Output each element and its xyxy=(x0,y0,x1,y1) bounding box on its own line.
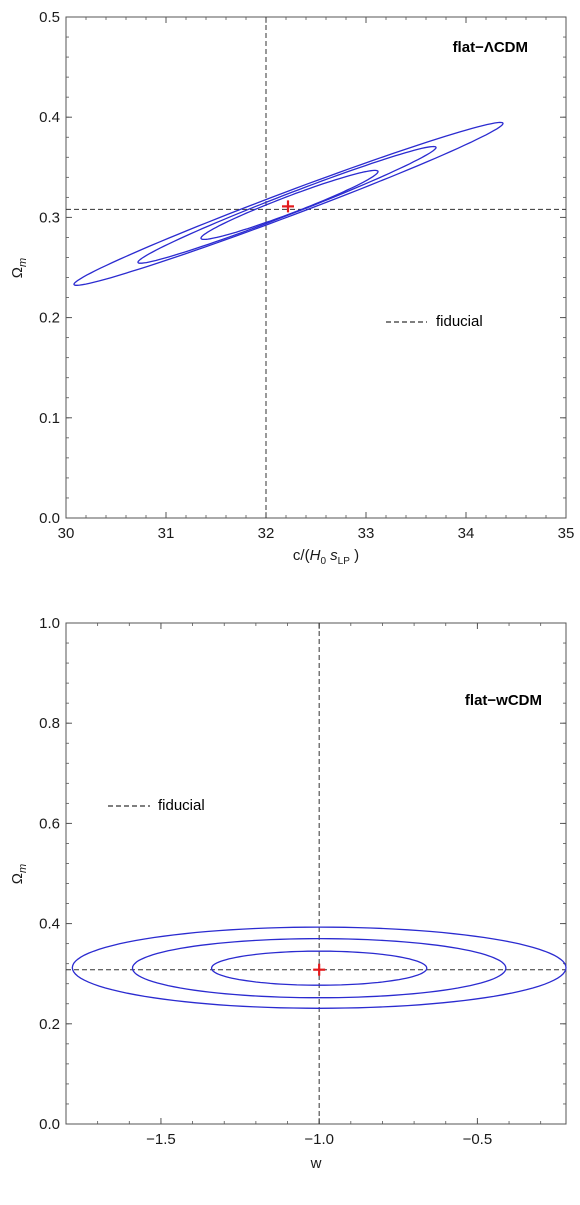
best-fit-marker xyxy=(313,963,326,976)
x-tick-label: 34 xyxy=(458,525,475,542)
y-axis-label: Ωm xyxy=(9,258,29,278)
model-label: flat−ΛCDM xyxy=(453,39,528,56)
x-tick-label: 31 xyxy=(158,525,175,542)
y-tick-label: 0.1 xyxy=(39,410,60,427)
best-fit-marker xyxy=(282,200,294,213)
x-axis-label: c/(H0 sLP ) xyxy=(293,547,359,567)
y-tick-label: 0.3 xyxy=(39,209,60,226)
x-tick-label: 33 xyxy=(358,525,375,542)
x-tick-label: −1.0 xyxy=(304,1131,334,1148)
y-tick-label: 0.2 xyxy=(39,310,60,327)
legend-label: fiducial xyxy=(158,797,205,814)
confidence-contour-1 xyxy=(210,950,428,986)
x-tick-label: 32 xyxy=(258,525,275,542)
x-tick-label: 35 xyxy=(558,525,575,542)
y-tick-label: 0.2 xyxy=(39,1016,60,1033)
y-tick-label: 0.6 xyxy=(39,815,60,832)
y-tick-label: 0.4 xyxy=(39,916,60,933)
plot-frame xyxy=(65,16,567,519)
legend: fiducial xyxy=(108,797,205,814)
confidence-contour-3 xyxy=(71,926,567,1009)
model-label: flat−wCDM xyxy=(465,692,542,709)
x-tick-label: 30 xyxy=(58,525,75,542)
y-axis-label: Ωm xyxy=(9,864,29,884)
y-tick-label: 0.8 xyxy=(39,715,60,732)
panel-wcdm: −1.5 −1.0 −0.5 0.0 0.2 0.4 0.6 0.8 1.0 flat−wCDM… xyxy=(9,615,567,1172)
x-tick-label: −0.5 xyxy=(463,1131,493,1148)
x-tick-label: −1.5 xyxy=(146,1131,176,1148)
panel-lcdm: 30 31 32 33 34 35 0.0 0.1 0.2 0.3 0.4 0.5 flat−ΛCDM… xyxy=(9,9,574,567)
y-tick-label: 0.5 xyxy=(39,9,60,26)
confidence-contour-2 xyxy=(131,937,507,999)
confidence-contour-1 xyxy=(200,169,379,241)
y-tick-label: 0.0 xyxy=(39,1116,60,1133)
y-tick-label: 0.0 xyxy=(39,510,60,527)
y-tick-label: 1.0 xyxy=(39,615,60,632)
plot-frame xyxy=(65,622,567,1125)
x-axis-label: w xyxy=(310,1155,322,1172)
confidence-contour-2 xyxy=(137,145,437,264)
y-tick-label: 0.4 xyxy=(39,109,60,126)
legend: fiducial xyxy=(386,313,483,330)
confidence-contour-3 xyxy=(73,121,504,286)
legend-label: fiducial xyxy=(436,313,483,330)
